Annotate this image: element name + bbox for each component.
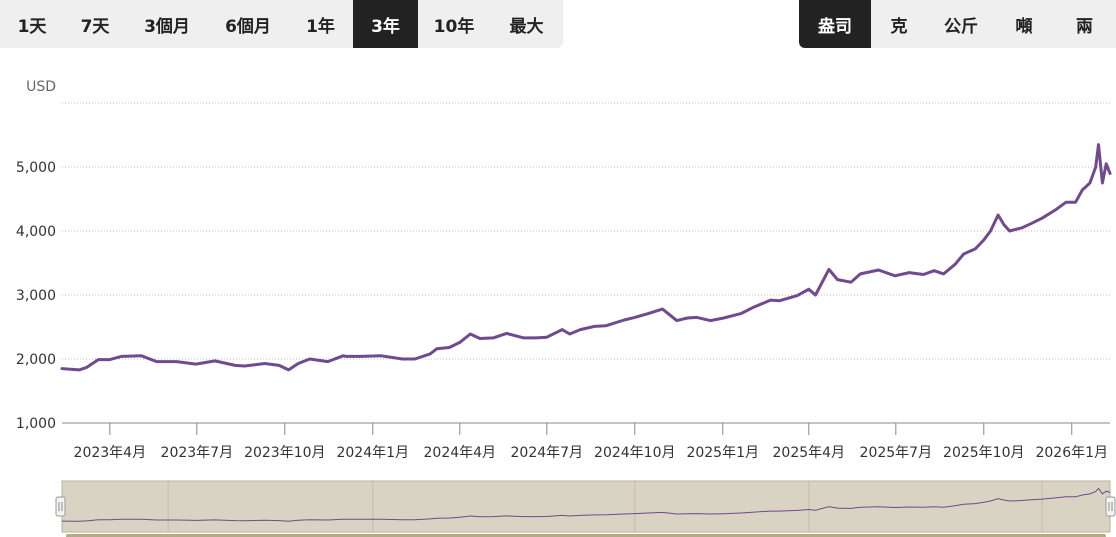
range-max-button[interactable]: 最大 bbox=[509, 16, 544, 37]
range-7d-button[interactable]: 7天 bbox=[80, 16, 110, 37]
time-range-selector: 1天 7天 3個月 6個月 1年 3年 10年 最大 bbox=[0, 0, 563, 48]
y-tick-label: 1,000 bbox=[16, 416, 56, 432]
y-axis-unit-label: USD bbox=[26, 79, 56, 95]
y-tick-label: 2,000 bbox=[16, 352, 56, 368]
y-axis: 1,000 2,000 3,000 4,000 5,000 bbox=[16, 160, 56, 432]
range-3y-button[interactable]: 3年 bbox=[353, 0, 418, 48]
y-tick-label: 3,000 bbox=[16, 288, 56, 304]
x-tick-label: 2025年7月 bbox=[860, 445, 933, 461]
y-tick-label: 5,000 bbox=[16, 160, 56, 176]
unit-selector: 盎司 克 公斤 噸 兩 bbox=[799, 0, 1116, 48]
range-1d-button[interactable]: 1天 bbox=[17, 16, 47, 37]
navigator-grid bbox=[167, 481, 1043, 532]
x-tick-label: 2023年10月 bbox=[244, 445, 325, 461]
x-tick-label: 2026年1月 bbox=[1035, 445, 1108, 461]
unit-ounce-button[interactable]: 盎司 bbox=[799, 0, 871, 48]
navigator-right-handle[interactable] bbox=[1105, 496, 1116, 517]
x-tick-label: 2024年4月 bbox=[424, 445, 497, 461]
x-tick-label: 2024年1月 bbox=[336, 445, 409, 461]
x-tick-label: 2025年10月 bbox=[943, 445, 1024, 461]
x-tick-label: 2025年4月 bbox=[773, 445, 846, 461]
x-tick-label: 2025年1月 bbox=[686, 445, 759, 461]
x-axis: 2023年4月 2023年7月 2023年10月 2024年1月 2024年4月 2024… bbox=[62, 422, 1110, 461]
x-tick-label: 2023年7月 bbox=[161, 445, 234, 461]
price-line bbox=[60, 143, 1112, 372]
x-tick-label: 2024年10月 bbox=[594, 445, 675, 461]
range-6m-button[interactable]: 6個月 bbox=[225, 16, 271, 37]
x-tick-label: 2023年4月 bbox=[74, 445, 147, 461]
range-1y-button[interactable]: 1年 bbox=[306, 16, 335, 37]
y-tick-label: 4,000 bbox=[16, 224, 56, 240]
range-10y-button[interactable]: 10年 bbox=[433, 16, 475, 37]
grid-lines bbox=[62, 102, 1110, 360]
navigator[interactable] bbox=[55, 480, 1116, 537]
unit-kilogram-button[interactable]: 公斤 bbox=[944, 16, 978, 37]
x-tick-label: 2024年7月 bbox=[511, 445, 584, 461]
unit-tael-button[interactable]: 兩 bbox=[1076, 16, 1093, 37]
navigator-line bbox=[61, 487, 1111, 522]
navigator-bottom-scrollbar[interactable] bbox=[66, 534, 1106, 537]
navigator-left-handle[interactable] bbox=[55, 496, 66, 517]
unit-gram-button[interactable]: 克 bbox=[890, 16, 908, 37]
unit-ton-button[interactable]: 噸 bbox=[1015, 16, 1033, 37]
range-3m-button[interactable]: 3個月 bbox=[144, 16, 190, 37]
